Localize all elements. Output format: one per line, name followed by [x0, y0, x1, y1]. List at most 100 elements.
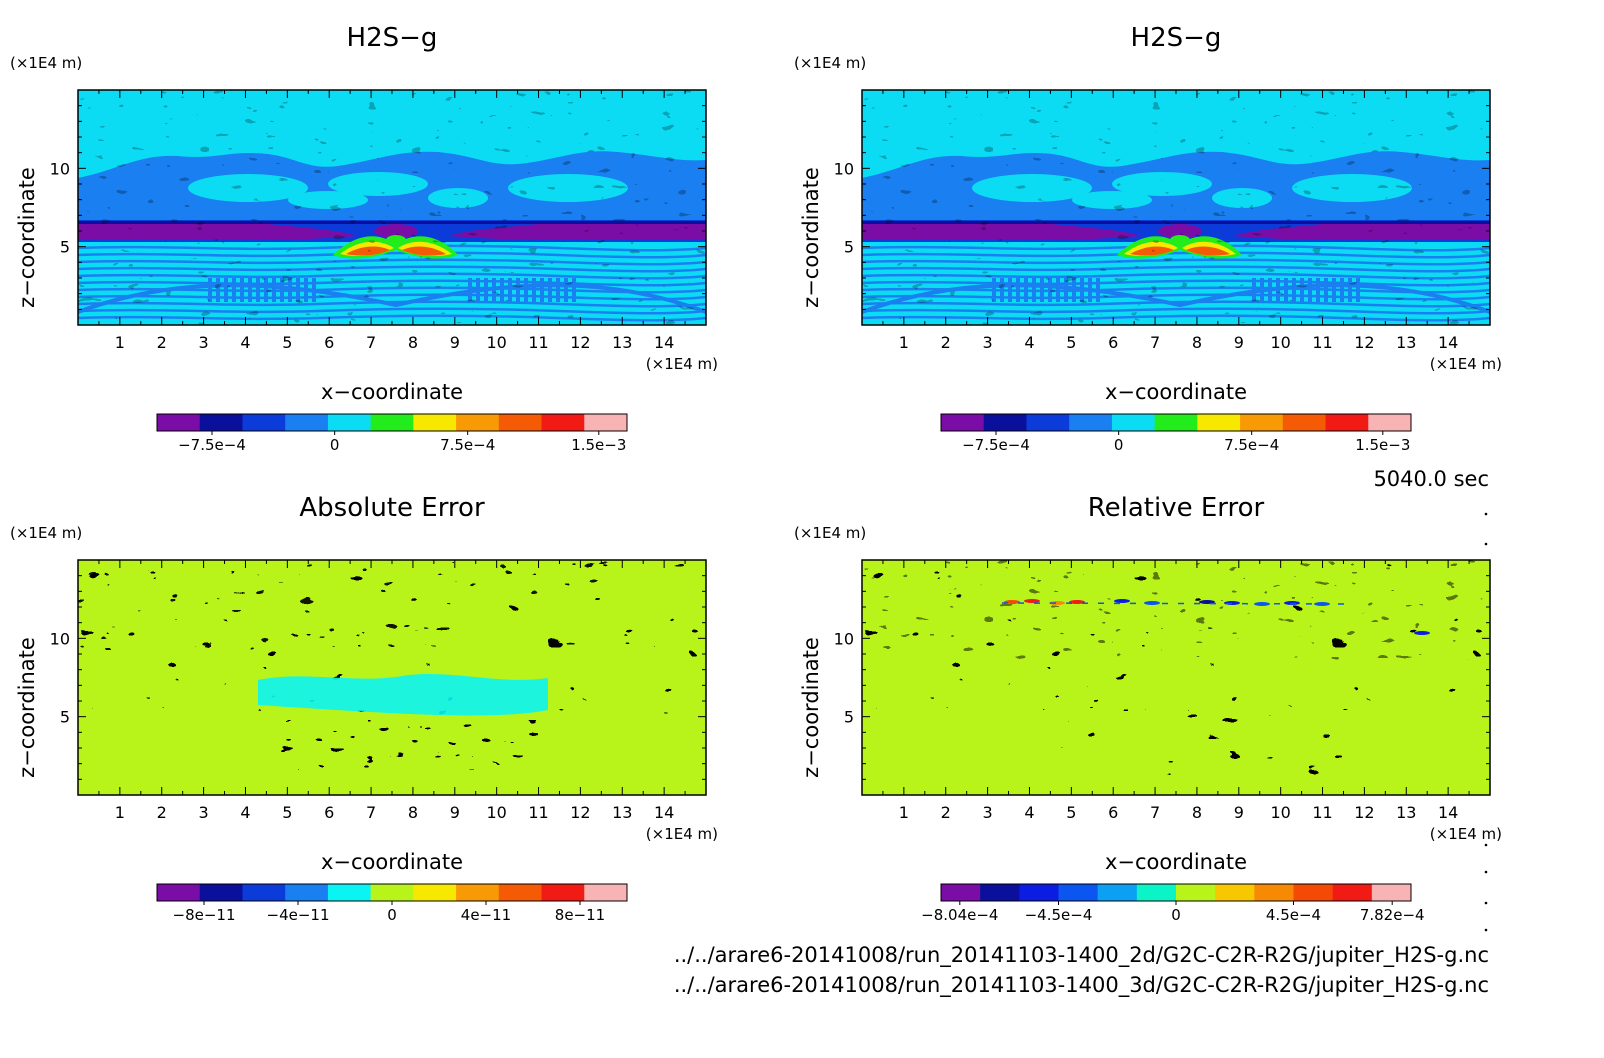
colorbar-swatch: [1176, 884, 1216, 901]
x-axis-label: x−coordinate: [1105, 380, 1247, 404]
colorbar-label: −8.04e−4: [921, 906, 998, 924]
colorbar-label: −8e−11: [173, 906, 236, 924]
panel-title: H2S−g: [1131, 23, 1222, 53]
colorbar-swatch: [1058, 884, 1099, 901]
colorbar-swatch: [456, 884, 500, 901]
colorbar-swatch: [1097, 884, 1138, 901]
x-tick-label: 7: [366, 333, 376, 352]
y-tick-label: 10: [834, 629, 854, 648]
panel-title: H2S−g: [347, 23, 438, 53]
x-tick-label: 14: [654, 803, 674, 822]
x-tick-label: 7: [1150, 333, 1160, 352]
x-tick-label: 5: [282, 803, 292, 822]
x-tick-label: 8: [1192, 333, 1202, 352]
field-error-streak: [1001, 599, 1430, 635]
y-tick-label: 5: [60, 238, 70, 257]
colorbar-swatch: [498, 414, 543, 431]
x-tick-label: 6: [324, 333, 334, 352]
x-unit-label: (×1E4 m): [646, 355, 718, 373]
x-tick-label: 5: [1066, 333, 1076, 352]
panel-2: H2S−g(×1E4 m)1 2 3 4 5 6 7 8 9 10 11 12 13 14510(×1E4…: [794, 23, 1502, 454]
colorbar-label: 7.82e−4: [1360, 906, 1425, 924]
heatmap-field: [862, 90, 1490, 325]
colorbar: −8.04e−4 −4.5e−4 0 4.5e−4 7.82e−4: [921, 883, 1425, 924]
x-tick-label: 5: [1066, 803, 1076, 822]
colorbar-swatch: [1332, 884, 1373, 901]
colorbar-label: 4.5e−4: [1266, 906, 1321, 924]
colorbar-swatch: [1371, 884, 1412, 901]
colorbar-label: 7.5e−4: [1224, 436, 1279, 454]
colorbar-swatch: [370, 884, 414, 901]
x-axis-label: x−coordinate: [321, 850, 463, 874]
colorbar-label: 1.5e−3: [571, 436, 626, 454]
colorbar-swatch: [1019, 884, 1059, 901]
colorbar-frame: [940, 413, 1412, 432]
y-tick-label: 5: [60, 708, 70, 727]
colorbar-swatch: [1240, 414, 1284, 431]
colorbar-swatch: [199, 884, 243, 901]
colorbar-swatch: [285, 884, 329, 901]
panel-1: H2S−g(×1E4 m)1 2 3 4 5 6 7 8 9 10 11 12 13 14510(×1E4…: [10, 23, 718, 454]
colorbar-swatch: [199, 414, 243, 431]
colorbar-swatch: [370, 414, 414, 431]
colorbar-swatch: [1069, 414, 1113, 431]
colorbar-swatch: [1136, 884, 1177, 901]
colorbar-swatch: [1254, 884, 1294, 901]
y-unit-label: (×1E4 m): [794, 524, 866, 542]
x-tick-label: 3: [983, 803, 993, 822]
colorbar-swatch: [413, 414, 457, 431]
x-tick-label: 6: [324, 803, 334, 822]
x-tick-label: 11: [528, 803, 548, 822]
x-tick-label: 8: [408, 803, 418, 822]
field-noise: [78, 90, 706, 325]
time-label: 5040.0 sec: [1373, 467, 1489, 491]
field-cyan-noise: [78, 560, 706, 770]
colorbar-swatch: [941, 414, 985, 431]
x-tick-label: 8: [1192, 803, 1202, 822]
x-tick-label: 14: [1438, 803, 1458, 822]
colorbar-label: −4.5e−4: [1025, 906, 1093, 924]
file-path-3d: ../../arare6-20141008/run_20141103-1400_…: [674, 973, 1489, 998]
x-tick-label: 2: [941, 803, 951, 822]
colorbar-swatch: [1197, 414, 1241, 431]
x-tick-label: 3: [199, 333, 209, 352]
colorbar-swatch: [541, 884, 585, 901]
colorbar: −7.5e−4 0 7.5e−4 1.5e−3: [156, 413, 628, 454]
heatmap-field: [78, 90, 706, 325]
x-tick-label: 3: [983, 333, 993, 352]
x-tick-label: 10: [1270, 333, 1290, 352]
colorbar-label: 7.5e−4: [440, 436, 495, 454]
x-tick-label: 11: [1312, 803, 1332, 822]
field-noise: [862, 90, 1490, 325]
panel-title: Relative Error: [1088, 493, 1265, 523]
x-tick-label: 7: [1150, 803, 1160, 822]
x-tick-label: 14: [654, 333, 674, 352]
x-tick-label: 6: [1108, 803, 1118, 822]
colorbar-swatch: [242, 884, 286, 901]
colorbar-label: −7.5e−4: [178, 436, 246, 454]
x-tick-label: 7: [366, 803, 376, 822]
colorbar-label: −4e−11: [267, 906, 330, 924]
colorbar-swatch: [541, 414, 585, 431]
x-tick-label: 12: [1354, 333, 1374, 352]
colorbar-swatch: [327, 414, 372, 431]
x-tick-label: 1: [899, 333, 909, 352]
x-tick-label: 4: [240, 803, 250, 822]
colorbar-swatch: [285, 414, 329, 431]
y-unit-label: (×1E4 m): [10, 54, 82, 72]
panel-3: Absolute Error(×1E4 m)1 2 3 4 5 6 7 8 9 10 11 12 13 1…: [10, 493, 718, 924]
panel-title: Absolute Error: [299, 493, 485, 523]
colorbar-swatch: [983, 414, 1027, 431]
colorbar-swatch: [980, 884, 1020, 901]
colorbar-swatch: [327, 884, 372, 901]
x-tick-label: 10: [486, 803, 506, 822]
colorbar-swatch: [1325, 414, 1369, 431]
x-unit-label: (×1E4 m): [646, 825, 718, 843]
x-tick-label: 13: [612, 803, 632, 822]
x-tick-label: 3: [199, 803, 209, 822]
x-tick-label: 9: [450, 333, 460, 352]
colorbar-frame: [156, 413, 628, 432]
x-tick-label: 1: [899, 803, 909, 822]
x-tick-label: 10: [1270, 803, 1290, 822]
x-tick-label: 2: [941, 333, 951, 352]
